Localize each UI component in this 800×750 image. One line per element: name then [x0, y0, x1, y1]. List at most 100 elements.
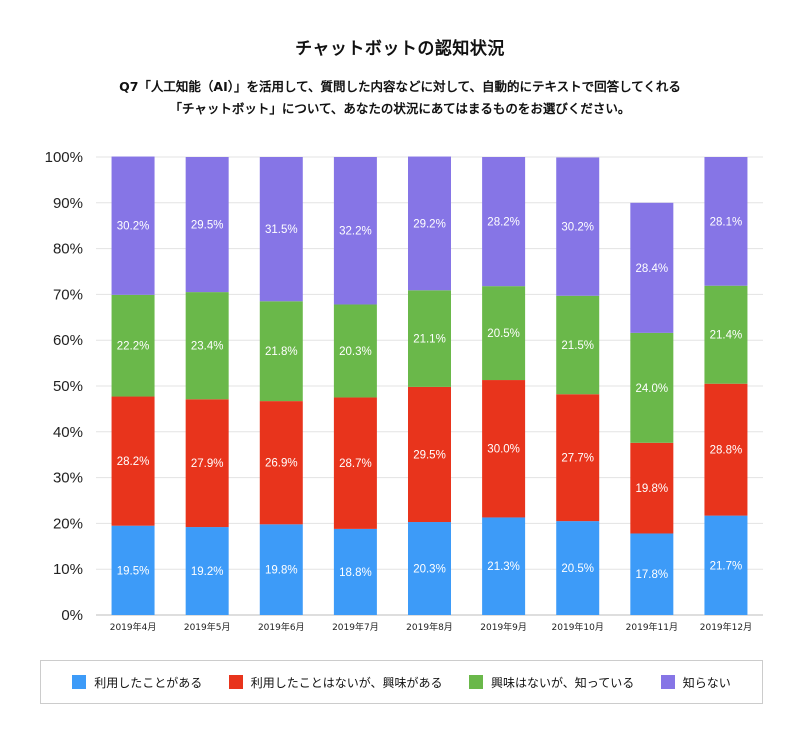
- bar-segment: [556, 157, 600, 296]
- y-tick-label: 100%: [45, 149, 83, 166]
- bar-segment: [630, 533, 674, 615]
- data-label: 27.9%: [191, 458, 224, 470]
- data-label: 28.8%: [710, 445, 743, 457]
- legend-swatch-used: [72, 675, 87, 689]
- legend-swatch-unknown: [660, 675, 675, 689]
- y-tick-label: 80%: [53, 241, 83, 258]
- data-label: 29.5%: [413, 449, 446, 461]
- data-label: 21.1%: [413, 334, 446, 346]
- data-label: 24.0%: [636, 383, 669, 395]
- bar-segment: [185, 292, 229, 400]
- y-tick-label: 60%: [53, 332, 83, 349]
- y-tick-label: 70%: [53, 286, 83, 303]
- x-tick-label: 2019年5月: [184, 621, 231, 633]
- bar-segment: [111, 294, 155, 397]
- bar-segment: [185, 527, 229, 615]
- legend-label-used: 利用したことがある: [94, 675, 203, 690]
- data-label: 21.7%: [710, 560, 743, 572]
- y-tick-label: 10%: [53, 561, 83, 578]
- data-label: 32.2%: [339, 226, 372, 238]
- bar-segment: [556, 521, 600, 615]
- bar-segment: [704, 285, 748, 384]
- bar-segment: [185, 399, 229, 528]
- x-tick-label: 2019年8月: [406, 621, 453, 633]
- y-tick-label: 90%: [53, 195, 83, 212]
- bar-segment: [630, 442, 674, 534]
- data-label: 30.2%: [561, 222, 594, 234]
- y-tick-label: 20%: [53, 515, 83, 532]
- bar-segment: [556, 295, 600, 395]
- chart-legend: 利用したことがある 利用したことはないが、興味がある 興味はないが、知っている …: [40, 660, 763, 704]
- legend-label-not-used-interested: 利用したことはないが、興味がある: [250, 675, 443, 690]
- y-tick-label: 0%: [61, 607, 83, 624]
- legend-swatch-interested-know: [469, 675, 484, 689]
- legend-item-unknown: 知らない: [660, 674, 731, 691]
- bar-segment: [482, 157, 526, 287]
- x-tick-label: 2019年11月: [626, 621, 678, 633]
- bar-segment: [333, 157, 377, 305]
- legend-swatch-not-used-interested: [228, 675, 243, 689]
- legend-item-interested-know: 興味はないが、知っている: [469, 674, 634, 691]
- bar-segment: [111, 525, 155, 615]
- data-label: 23.4%: [191, 341, 224, 353]
- bar-segment: [482, 380, 526, 518]
- data-label: 21.5%: [561, 340, 594, 352]
- data-label: 28.4%: [636, 263, 669, 275]
- x-tick-label: 2019年12月: [700, 621, 752, 633]
- stacked-bar-chart: 0% 10% 20% 30% 40% 50% 60% 70% 80% 90% 100% 19.5% 28…: [45, 149, 763, 633]
- data-label: 27.7%: [561, 453, 594, 465]
- bar-segment: [556, 394, 600, 522]
- bar-segment: [408, 522, 451, 615]
- bar-segment: [259, 301, 303, 402]
- bar-segment: [111, 396, 155, 526]
- data-label: 19.2%: [191, 566, 224, 578]
- data-label: 17.8%: [636, 569, 669, 581]
- bar-segment: [704, 157, 748, 286]
- legend-label-unknown: 知らない: [682, 675, 731, 690]
- bar-segment: [333, 304, 377, 398]
- data-label: 28.7%: [339, 458, 372, 470]
- x-tick-label: 2019年7月: [332, 621, 379, 633]
- data-label: 29.2%: [413, 218, 446, 230]
- data-label: 30.0%: [487, 444, 520, 456]
- bar-segment: [259, 401, 303, 525]
- x-tick-label: 2019年6月: [258, 621, 305, 633]
- data-label: 19.8%: [265, 565, 298, 577]
- data-label: 22.2%: [117, 341, 150, 353]
- data-label: 21.4%: [710, 330, 743, 342]
- data-label: 20.3%: [413, 564, 446, 576]
- bar-segment: [333, 397, 377, 529]
- data-label: 20.5%: [487, 328, 520, 340]
- data-label: 28.1%: [710, 216, 743, 228]
- y-tick-label: 50%: [53, 378, 83, 395]
- data-label: 18.8%: [339, 567, 372, 579]
- data-label: 28.2%: [487, 217, 520, 229]
- bar-segment: [630, 332, 674, 443]
- y-tick-label: 30%: [53, 470, 83, 487]
- data-label: 19.8%: [636, 483, 669, 495]
- bar-segment: [408, 290, 451, 387]
- data-label: 20.3%: [339, 346, 372, 358]
- data-label: 31.5%: [265, 224, 298, 236]
- chart-title: チャットボットの認知状況: [295, 39, 505, 59]
- bar-segment: [408, 386, 451, 523]
- legend-item-not-used-interested: 利用したことはないが、興味がある: [228, 674, 443, 691]
- bar-segment: [482, 517, 526, 615]
- data-label: 30.2%: [117, 221, 150, 233]
- data-label: 21.8%: [265, 346, 298, 358]
- data-label: 26.9%: [265, 458, 298, 470]
- bar-segment: [704, 383, 748, 516]
- x-tick-label: 2019年10月: [552, 621, 604, 633]
- chart-subtitle-line2: 「チャットボット」について、あなたの状況にあてはまるものをお選びください。: [169, 101, 631, 116]
- legend-item-used: 利用したことがある: [72, 674, 202, 691]
- x-tick-label: 2019年9月: [480, 621, 527, 633]
- bar-segment: [111, 156, 155, 295]
- legend-label-interested-know: 興味はないが、知っている: [491, 675, 635, 690]
- bar-segment: [630, 202, 674, 333]
- bar-segment: [333, 528, 377, 615]
- data-label: 20.5%: [561, 563, 594, 575]
- data-label: 29.5%: [191, 220, 224, 232]
- bar-segment: [259, 157, 303, 302]
- bar-segment: [259, 524, 303, 615]
- x-tick-label: 2019年4月: [110, 621, 157, 633]
